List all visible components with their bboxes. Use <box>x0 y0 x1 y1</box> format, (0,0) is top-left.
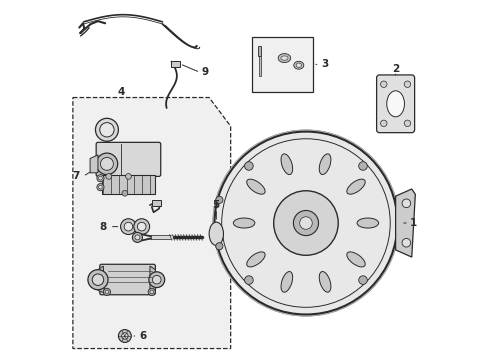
Circle shape <box>97 175 104 182</box>
Circle shape <box>122 333 128 339</box>
Circle shape <box>404 81 411 87</box>
Ellipse shape <box>281 154 293 175</box>
Bar <box>258 45 261 56</box>
Circle shape <box>125 174 131 179</box>
Circle shape <box>402 199 411 208</box>
Circle shape <box>152 275 161 284</box>
Circle shape <box>98 185 102 189</box>
Circle shape <box>215 132 397 315</box>
Circle shape <box>135 235 140 240</box>
Text: 3: 3 <box>321 59 328 69</box>
Text: 4: 4 <box>118 87 125 97</box>
Circle shape <box>100 157 113 170</box>
Ellipse shape <box>278 54 291 63</box>
Circle shape <box>294 211 318 235</box>
FancyBboxPatch shape <box>377 75 415 133</box>
Text: 8: 8 <box>99 222 107 231</box>
Ellipse shape <box>387 91 404 117</box>
Polygon shape <box>150 266 155 293</box>
Circle shape <box>245 276 253 284</box>
Circle shape <box>96 118 119 141</box>
Text: 2: 2 <box>392 64 399 74</box>
Circle shape <box>97 184 104 191</box>
Circle shape <box>105 290 109 294</box>
Circle shape <box>274 191 338 255</box>
Ellipse shape <box>347 179 365 194</box>
Circle shape <box>92 274 104 285</box>
Circle shape <box>96 153 118 175</box>
Circle shape <box>149 272 165 288</box>
Circle shape <box>122 190 128 196</box>
Circle shape <box>132 232 143 242</box>
Bar <box>101 175 155 194</box>
Circle shape <box>213 130 399 316</box>
Ellipse shape <box>319 154 331 175</box>
Ellipse shape <box>247 179 265 194</box>
Ellipse shape <box>357 218 379 228</box>
FancyBboxPatch shape <box>96 142 161 176</box>
Circle shape <box>381 120 387 127</box>
Circle shape <box>88 270 108 290</box>
Circle shape <box>150 290 153 294</box>
Circle shape <box>404 120 411 127</box>
Circle shape <box>359 162 368 170</box>
Polygon shape <box>395 189 416 257</box>
Circle shape <box>216 243 223 250</box>
Circle shape <box>148 288 155 296</box>
Ellipse shape <box>233 218 255 228</box>
Text: 5: 5 <box>213 200 220 210</box>
Ellipse shape <box>294 61 304 69</box>
Bar <box>259 56 261 76</box>
Ellipse shape <box>247 252 265 267</box>
Bar <box>252 37 313 92</box>
Polygon shape <box>90 155 98 173</box>
Circle shape <box>103 288 111 296</box>
Text: 9: 9 <box>202 67 209 77</box>
Circle shape <box>381 81 387 87</box>
Circle shape <box>216 196 223 203</box>
Circle shape <box>98 176 102 180</box>
Ellipse shape <box>281 56 288 60</box>
Text: 7: 7 <box>72 171 79 181</box>
Polygon shape <box>73 98 231 348</box>
FancyBboxPatch shape <box>100 264 155 295</box>
Circle shape <box>245 162 253 170</box>
Circle shape <box>137 222 146 231</box>
Ellipse shape <box>296 63 301 67</box>
Circle shape <box>300 217 312 229</box>
Text: 6: 6 <box>139 331 147 341</box>
Ellipse shape <box>209 222 223 246</box>
Circle shape <box>106 174 112 179</box>
Circle shape <box>121 219 136 234</box>
Circle shape <box>134 219 149 234</box>
Text: 1: 1 <box>410 218 417 228</box>
Circle shape <box>402 238 411 247</box>
Circle shape <box>359 276 368 284</box>
Ellipse shape <box>319 271 331 292</box>
Bar <box>152 200 161 206</box>
Ellipse shape <box>347 252 365 267</box>
Circle shape <box>100 123 114 137</box>
Polygon shape <box>98 266 104 293</box>
Circle shape <box>124 222 133 231</box>
Ellipse shape <box>281 271 293 292</box>
Circle shape <box>119 329 131 342</box>
Bar <box>172 61 180 67</box>
